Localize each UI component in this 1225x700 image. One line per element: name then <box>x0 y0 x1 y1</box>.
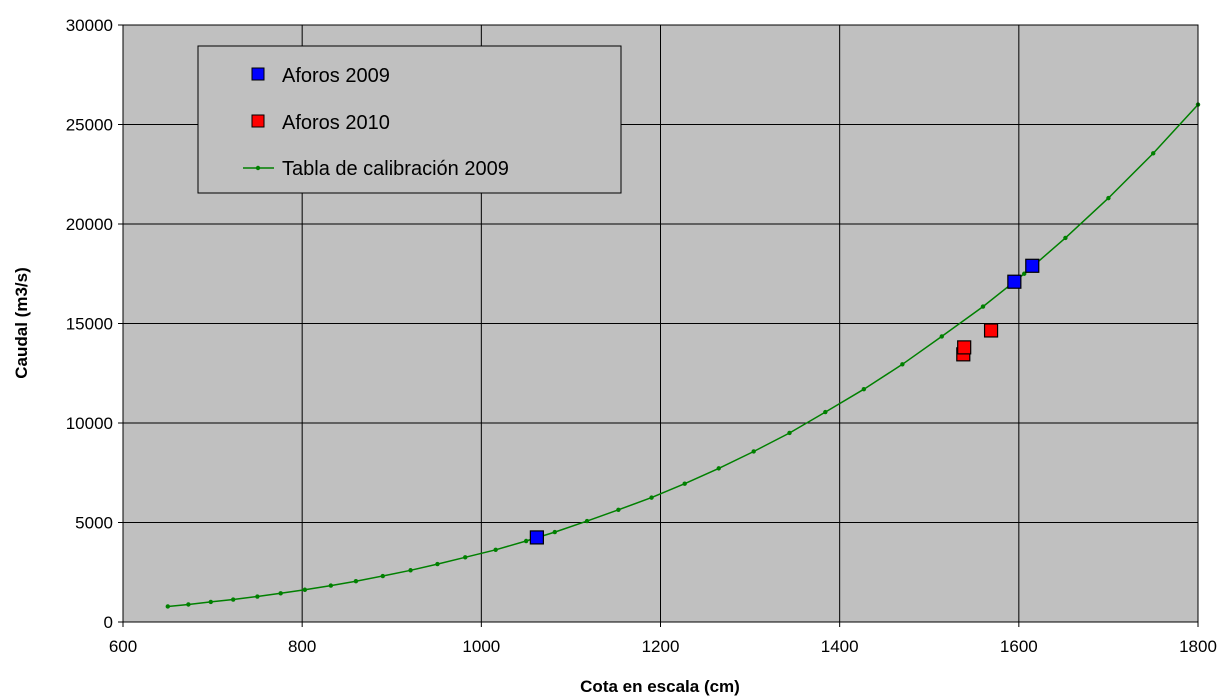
calibration-point <box>186 602 191 607</box>
data-point-aforos-2010 <box>983 323 999 338</box>
y-tick-label: 30000 <box>66 16 113 35</box>
x-axis-ticks: 600 800 1000 1200 1400 1600 1800 <box>109 622 1217 656</box>
x-axis-label: Cota en escala (cm) <box>580 677 740 696</box>
series-tabla-de-calibracion-2009 <box>165 102 1201 609</box>
calibration-point <box>823 409 828 415</box>
x-tick-label: 1800 <box>1179 637 1217 656</box>
y-tick-label: 20000 <box>66 215 113 234</box>
calibration-point <box>900 362 905 367</box>
data-point-aforos-2009 <box>1007 274 1022 289</box>
calibration-point <box>493 547 498 552</box>
calibration-point <box>1151 151 1156 156</box>
calibration-point <box>751 449 756 454</box>
series-aforos-2010 <box>956 323 999 362</box>
calibration-point <box>716 466 721 471</box>
legend-dot-calibracion <box>255 165 261 171</box>
x-tick-label: 800 <box>288 637 316 656</box>
calibration-point <box>255 594 260 599</box>
calibration-point <box>302 587 308 592</box>
calibration-point <box>523 538 529 544</box>
calibration-point <box>165 604 170 609</box>
legend-label-aforos-2010: Aforos 2010 <box>282 112 390 134</box>
data-point-aforos-2009 <box>1025 258 1040 273</box>
x-tick-label: 1600 <box>1000 637 1038 656</box>
calibration-point <box>649 495 654 500</box>
data-point-aforos-2009 <box>529 530 544 545</box>
data-point-aforos-2010 <box>957 340 972 355</box>
calibration-point <box>435 561 440 567</box>
calibration-point <box>278 591 283 596</box>
calibration-point <box>463 555 468 560</box>
calibration-point <box>939 334 944 339</box>
calibration-point <box>584 518 590 524</box>
plot-frame <box>122 24 1199 623</box>
calibration-point <box>1063 235 1068 241</box>
calibration-point <box>861 386 867 392</box>
legend-label-calibracion: Tabla de calibración 2009 <box>282 158 509 180</box>
series-aforos-2009 <box>529 258 1040 545</box>
x-tick-label: 1000 <box>462 637 500 656</box>
y-tick-label: 0 <box>104 613 113 632</box>
legend-label-aforos-2009: Aforos 2009 <box>282 65 390 87</box>
y-tick-label: 15000 <box>66 315 113 334</box>
y-tick-label: 5000 <box>75 514 113 533</box>
x-tick-label: 1200 <box>642 637 680 656</box>
x-tick-label: 600 <box>109 637 137 656</box>
legend: Aforos 2009 Aforos 2010 Tabla de calibra… <box>197 45 622 194</box>
calibration-point <box>616 507 621 512</box>
calibration-point <box>328 583 334 588</box>
legend-marker-aforos-2009 <box>251 67 265 81</box>
calibration-point <box>353 579 359 584</box>
calibration-point <box>380 573 385 579</box>
calibration-point <box>980 304 986 309</box>
series-layer <box>165 102 1201 609</box>
calibration-point <box>230 597 236 602</box>
calibration-point <box>208 599 213 605</box>
calibration-point <box>552 529 557 535</box>
y-tick-label: 25000 <box>66 116 113 135</box>
calibration-point <box>787 430 792 436</box>
calibration-point <box>682 481 687 486</box>
y-axis-label: Caudal (m3/s) <box>12 267 31 378</box>
y-tick-label: 10000 <box>66 414 113 433</box>
y-axis-ticks: 0 5000 10000 15000 20000 25000 30000 <box>66 16 123 632</box>
calibration-point <box>1106 195 1111 201</box>
legend-marker-aforos-2010 <box>251 114 265 128</box>
calibration-point <box>408 568 413 573</box>
x-tick-label: 1400 <box>821 637 859 656</box>
